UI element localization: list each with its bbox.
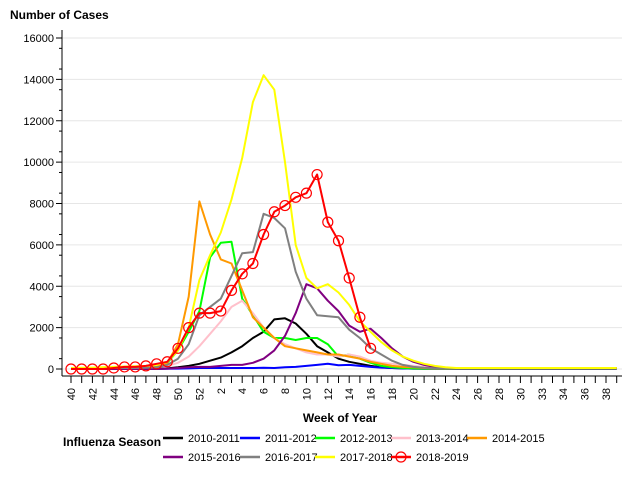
x-tick-label: 52 bbox=[194, 388, 206, 400]
legend-item-2017-2018: 2017-2018 bbox=[315, 452, 393, 464]
axes: 0 2000 4000 6000 8000 10000 12000 14000 16000 40 4… bbox=[23, 30, 622, 400]
data-point bbox=[236, 268, 248, 280]
legend-item-2013-2014: 2013-2014 bbox=[391, 433, 469, 445]
y-tick-label: 6000 bbox=[30, 240, 54, 252]
x-tick-label: 20 bbox=[408, 388, 420, 400]
series-line bbox=[71, 212, 617, 370]
x-tick-label: 42 bbox=[87, 388, 99, 400]
x-tick-label: 40 bbox=[66, 388, 78, 400]
data-point bbox=[225, 284, 238, 296]
data-point bbox=[279, 199, 291, 212]
legend-label: 2010-2011 bbox=[188, 433, 240, 445]
legend-label: 2011-2012 bbox=[265, 433, 317, 445]
data-point bbox=[332, 235, 345, 247]
x-tick-label: 38 bbox=[601, 388, 613, 400]
legend-label: 2018-2019 bbox=[416, 452, 469, 464]
legend-label: 2015-2016 bbox=[188, 452, 241, 464]
y-tick-label: 8000 bbox=[30, 199, 54, 211]
legend-label: 2013-2014 bbox=[416, 433, 469, 445]
x-tick-label: 2 bbox=[216, 388, 228, 394]
y-tick-label: 14000 bbox=[23, 74, 54, 86]
data-point bbox=[365, 342, 377, 354]
data-point bbox=[97, 363, 109, 375]
data-point bbox=[300, 187, 312, 199]
legend-label: 2014-2015 bbox=[492, 433, 545, 445]
series-2018-2019 bbox=[65, 168, 377, 375]
x-tick-label: 44 bbox=[109, 388, 121, 400]
y-tick-label: 12000 bbox=[23, 116, 54, 128]
data-point bbox=[343, 272, 355, 284]
legend-label: 2017-2018 bbox=[340, 452, 393, 464]
series-line bbox=[71, 200, 617, 370]
data-point bbox=[354, 311, 366, 323]
data-point bbox=[322, 216, 334, 228]
x-tick-label: 46 bbox=[130, 388, 142, 400]
legend-item-2016-2017: 2016-2017 bbox=[240, 452, 318, 464]
data-point bbox=[172, 342, 184, 354]
x-tick-label: 33 bbox=[537, 388, 549, 400]
x-tick-label: 16 bbox=[366, 388, 378, 400]
legend-item-2015-2016: 2015-2016 bbox=[163, 452, 241, 464]
x-tick-label: 8 bbox=[280, 388, 292, 394]
legend-item-2011-2012: 2011-2012 bbox=[240, 433, 317, 445]
series-2016-2017 bbox=[71, 212, 617, 370]
y-axis-title: Number of Cases bbox=[10, 8, 109, 22]
gridlines bbox=[62, 37, 622, 370]
data-point bbox=[65, 363, 77, 375]
x-tick-label: 26 bbox=[473, 388, 485, 400]
legend-item-2018-2019: 2018-2019 bbox=[391, 451, 469, 464]
data-point bbox=[247, 257, 259, 270]
series-line bbox=[71, 173, 372, 370]
data-point bbox=[258, 228, 270, 241]
x-tick-label: 6 bbox=[259, 388, 271, 394]
x-tick-label: 18 bbox=[387, 388, 399, 400]
series-2013-2014 bbox=[71, 299, 617, 370]
legend-item-2012-2013: 2012-2013 bbox=[315, 433, 393, 445]
data-point bbox=[161, 356, 173, 368]
series-line bbox=[71, 299, 617, 370]
x-tick-label: 24 bbox=[451, 388, 463, 400]
legend-item-2010-2011: 2010-2011 bbox=[163, 433, 240, 445]
data-point bbox=[151, 358, 163, 370]
x-tick-label: 10 bbox=[301, 388, 313, 400]
legend-item-2014-2015: 2014-2015 bbox=[467, 433, 545, 445]
x-tick-label: 30 bbox=[515, 388, 527, 400]
legend-label: 2016-2017 bbox=[265, 452, 318, 464]
data-point bbox=[215, 305, 227, 317]
x-tick-label: 22 bbox=[430, 388, 442, 400]
legend-label: 2012-2013 bbox=[340, 433, 393, 445]
legend-title: Influenza Season bbox=[63, 435, 161, 449]
data-point bbox=[129, 361, 141, 373]
data-point bbox=[140, 360, 152, 372]
data-point bbox=[76, 363, 88, 375]
x-axis-title: Week of Year bbox=[303, 411, 378, 425]
series-2014-2015 bbox=[71, 200, 617, 370]
data-point bbox=[268, 206, 280, 218]
data-point bbox=[193, 307, 205, 319]
legend-marker-icon bbox=[395, 451, 407, 463]
y-tick-label: 16000 bbox=[23, 33, 54, 45]
data-point bbox=[86, 363, 99, 375]
data-point bbox=[118, 361, 131, 373]
y-tick-label: 2000 bbox=[30, 323, 54, 335]
x-tick-label: 50 bbox=[173, 388, 185, 400]
data-point bbox=[183, 322, 195, 334]
data-point bbox=[108, 362, 120, 374]
x-tick-label: 14 bbox=[344, 388, 356, 400]
x-tick-label: 34 bbox=[558, 388, 570, 400]
x-tick-label: 28 bbox=[494, 388, 506, 400]
x-tick-label: 48 bbox=[152, 388, 164, 400]
y-tick-label: 4000 bbox=[30, 281, 54, 293]
legend: Influenza Season 2010-2011 2011-2012 2012-… bbox=[63, 433, 545, 464]
data-point bbox=[204, 307, 216, 319]
y-tick-label: 10000 bbox=[23, 157, 54, 169]
data-point bbox=[290, 191, 302, 203]
x-tick-label: 4 bbox=[237, 388, 249, 394]
y-tick-label: 0 bbox=[48, 364, 54, 376]
x-tick-label: 12 bbox=[323, 388, 335, 400]
x-tick-label: 36 bbox=[580, 388, 592, 400]
data-point bbox=[311, 168, 323, 181]
series-lines bbox=[65, 74, 617, 375]
